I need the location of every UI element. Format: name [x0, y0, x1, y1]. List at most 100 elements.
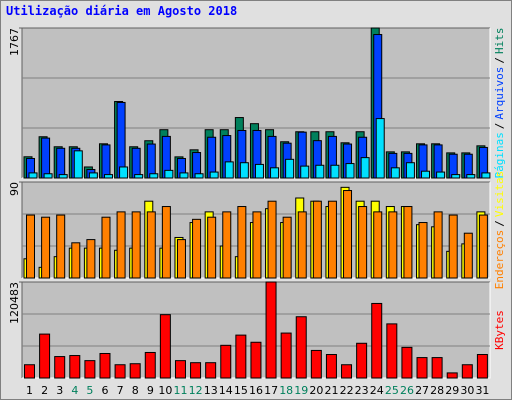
x-tick-label: 21	[324, 384, 338, 397]
bar	[239, 162, 249, 179]
bar	[345, 163, 355, 179]
bar	[24, 364, 35, 379]
bar	[131, 211, 141, 279]
bar	[159, 314, 171, 379]
y-tick-label: 120483	[8, 282, 21, 324]
x-tick-label: 31	[475, 384, 489, 397]
legend-entry: KBytes	[493, 310, 506, 350]
bar	[252, 211, 262, 279]
bar	[451, 174, 461, 179]
bar	[190, 362, 202, 379]
bar	[41, 216, 51, 279]
bar	[481, 172, 491, 179]
x-tick-label: 3	[56, 384, 63, 397]
legend-entry: Páginas	[493, 132, 506, 178]
bar	[101, 216, 111, 279]
legend-entry: Hits	[493, 27, 506, 54]
x-tick-label: 22	[340, 384, 354, 397]
legend: Endereços / Visitas	[493, 171, 506, 290]
bar	[401, 346, 413, 379]
bar	[207, 216, 217, 279]
bar	[164, 169, 174, 179]
bar	[448, 214, 458, 279]
y-tick-label: 1767	[8, 28, 21, 56]
x-tick-label: 5	[86, 384, 93, 397]
legend-entry: Endereços	[493, 230, 506, 290]
bar	[388, 211, 398, 279]
legend-separator: /	[493, 220, 506, 227]
bar	[476, 354, 488, 379]
bar	[161, 206, 171, 279]
bar	[71, 242, 81, 279]
x-tick-label: 8	[132, 384, 139, 397]
bar	[99, 352, 111, 379]
bar	[54, 356, 66, 379]
bar	[194, 173, 204, 179]
x-tick-label: 30	[460, 384, 474, 397]
bar	[327, 200, 337, 279]
bar	[250, 341, 262, 379]
x-tick-label: 6	[102, 384, 109, 397]
legend-entry: Visitas	[493, 171, 506, 217]
bar	[205, 362, 217, 379]
bar	[436, 171, 446, 179]
legend-separator: /	[493, 123, 506, 130]
x-tick-label: 1	[26, 384, 33, 397]
bar	[131, 147, 141, 179]
x-tick-label: 27	[415, 384, 429, 397]
bar	[295, 316, 307, 379]
bar	[373, 211, 383, 279]
x-tick-label: 20	[309, 384, 323, 397]
bar	[360, 157, 370, 179]
bar	[129, 363, 141, 379]
x-tick-label: 15	[234, 384, 248, 397]
bar	[315, 164, 325, 179]
bar	[39, 333, 51, 379]
bar	[416, 357, 428, 379]
x-tick-label: 28	[430, 384, 444, 397]
bar	[86, 239, 96, 279]
bar	[176, 239, 186, 279]
bar	[209, 171, 219, 179]
bar	[371, 302, 383, 379]
bar	[265, 281, 277, 379]
x-tick-label: 11	[174, 384, 188, 397]
bar	[325, 354, 337, 379]
bar	[254, 163, 264, 179]
bar	[390, 167, 400, 179]
bar	[421, 170, 431, 179]
bar	[431, 357, 443, 379]
bar	[358, 206, 368, 279]
bar	[478, 214, 488, 279]
x-tick-label: 12	[189, 384, 203, 397]
bar	[463, 232, 473, 279]
bar	[174, 360, 186, 379]
bar	[280, 332, 292, 379]
x-tick-label: 19	[294, 384, 308, 397]
bar	[179, 172, 189, 179]
bar	[56, 147, 66, 179]
x-tick-label: 9	[147, 384, 154, 397]
bar	[356, 342, 368, 379]
bar	[270, 167, 280, 179]
bar	[84, 360, 96, 379]
bar	[88, 172, 98, 179]
x-tick-label: 13	[204, 384, 218, 397]
bar	[134, 174, 144, 179]
bar	[101, 144, 111, 179]
x-tick-label: 17	[264, 384, 278, 397]
bar	[69, 355, 81, 379]
legend-separator: /	[493, 57, 506, 64]
bar	[192, 218, 202, 279]
x-tick-label: 14	[219, 384, 233, 397]
bar	[282, 216, 292, 279]
bar	[26, 214, 35, 279]
x-tick-label: 18	[279, 384, 293, 397]
legend: Páginas / Arquivos / Hits	[493, 27, 506, 178]
bar	[116, 211, 126, 279]
x-tick-label: 25	[385, 384, 399, 397]
bar	[43, 173, 53, 179]
x-tick-label: 26	[400, 384, 414, 397]
bar	[222, 211, 232, 279]
